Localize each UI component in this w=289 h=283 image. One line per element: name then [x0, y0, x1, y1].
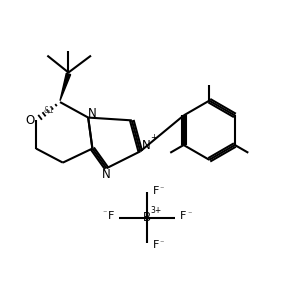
Text: ⁻: ⁻	[102, 209, 106, 218]
Text: ⁻: ⁻	[159, 238, 164, 247]
Text: +: +	[150, 133, 157, 142]
Text: ⁻: ⁻	[187, 210, 191, 219]
Text: F: F	[180, 211, 187, 221]
Text: F: F	[152, 186, 159, 196]
Text: B: B	[143, 211, 151, 224]
Polygon shape	[60, 73, 71, 101]
Text: N: N	[88, 107, 97, 120]
Text: 3+: 3+	[150, 206, 161, 215]
Text: F: F	[152, 240, 159, 250]
Text: &1: &1	[43, 106, 54, 115]
Text: ⁻: ⁻	[159, 184, 164, 193]
Text: N: N	[101, 168, 110, 181]
Text: F: F	[108, 211, 114, 221]
Text: O: O	[25, 114, 34, 127]
Text: N: N	[142, 139, 150, 152]
